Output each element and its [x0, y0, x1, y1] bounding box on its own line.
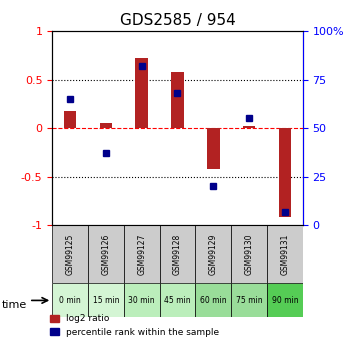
Bar: [124, 284, 160, 317]
Text: GSM99128: GSM99128: [173, 234, 182, 275]
Text: 30 min: 30 min: [128, 296, 155, 305]
Bar: [160, 225, 195, 284]
Bar: [207, 128, 220, 169]
Bar: [195, 225, 231, 284]
Text: GSM99130: GSM99130: [245, 234, 254, 275]
Bar: [64, 111, 76, 128]
Bar: [231, 284, 267, 317]
Text: time: time: [2, 300, 27, 310]
Text: 60 min: 60 min: [200, 296, 227, 305]
Text: GSM99127: GSM99127: [137, 234, 146, 275]
Bar: [52, 284, 88, 317]
Bar: [160, 284, 195, 317]
Bar: [243, 126, 255, 128]
Bar: [231, 225, 267, 284]
Text: 15 min: 15 min: [93, 296, 119, 305]
Bar: [279, 128, 291, 217]
Text: 45 min: 45 min: [164, 296, 191, 305]
Text: 0 min: 0 min: [59, 296, 81, 305]
Bar: [100, 123, 112, 128]
Text: 90 min: 90 min: [271, 296, 298, 305]
Text: 75 min: 75 min: [236, 296, 262, 305]
Title: GDS2585 / 954: GDS2585 / 954: [120, 13, 235, 29]
Bar: [88, 225, 124, 284]
Bar: [195, 284, 231, 317]
Bar: [171, 72, 184, 128]
Bar: [88, 284, 124, 317]
Text: GSM99126: GSM99126: [101, 234, 110, 275]
Text: GSM99125: GSM99125: [65, 234, 74, 275]
Text: GSM99131: GSM99131: [280, 234, 290, 275]
Text: GSM99129: GSM99129: [209, 234, 218, 275]
Bar: [135, 58, 148, 128]
Legend: log2 ratio, percentile rank within the sample: log2 ratio, percentile rank within the s…: [46, 311, 223, 341]
Bar: [267, 284, 303, 317]
Bar: [124, 225, 160, 284]
Bar: [52, 225, 88, 284]
Bar: [267, 225, 303, 284]
